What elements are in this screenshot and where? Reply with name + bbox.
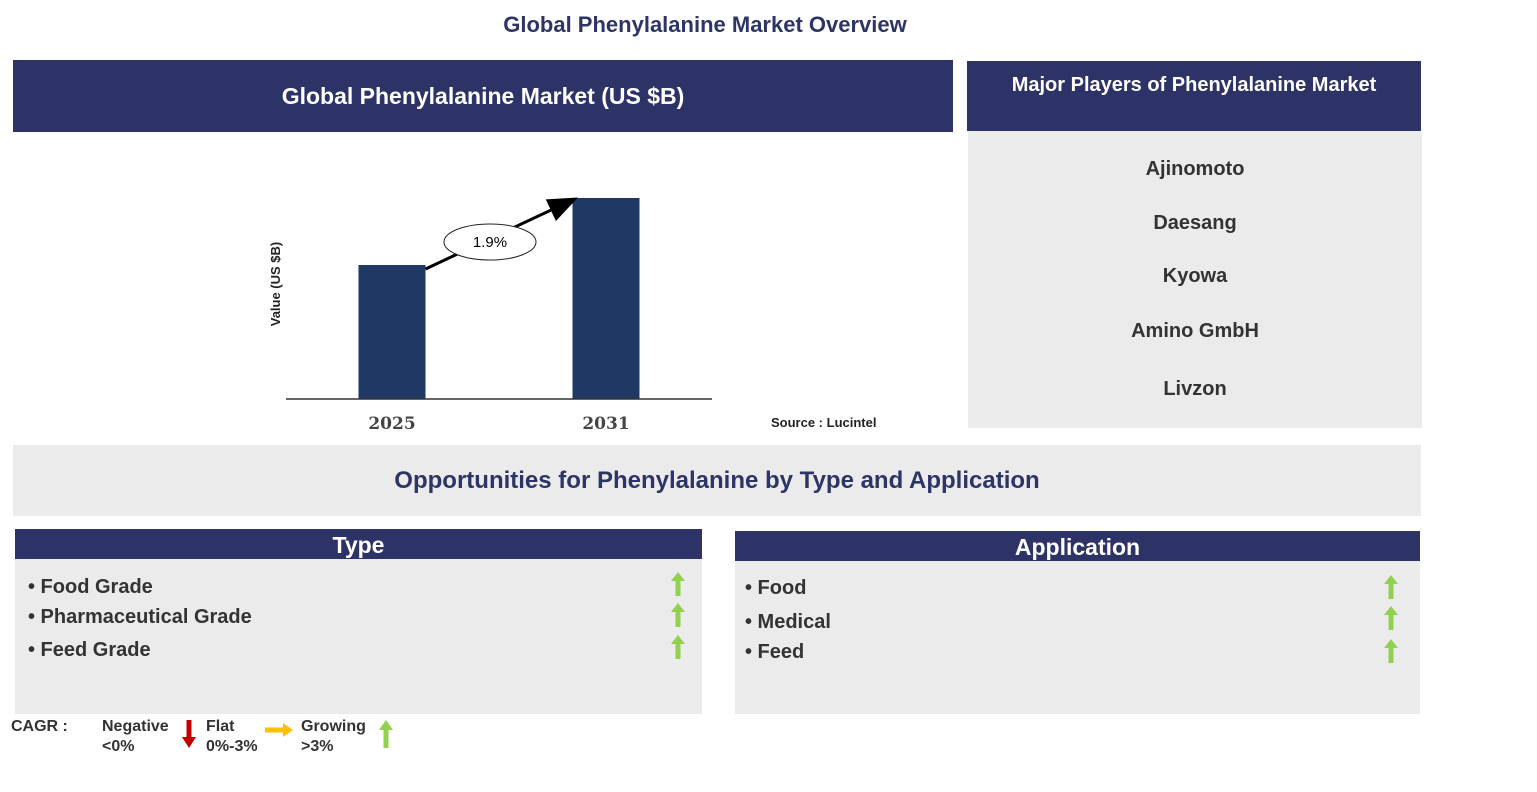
right-arrow-icon [265,723,293,737]
application-item: • Food [745,577,807,599]
legend-cagr-label: CAGR : [11,718,68,735]
cagr-ellipse [443,223,537,261]
y-axis-label: Value (US $B) [268,242,283,327]
legend-flat-label: Flat [206,718,235,735]
bar-2025 [358,265,426,399]
player-item: Daesang [1153,212,1237,234]
up-arrow-icon [1384,606,1398,630]
x-tick-label: 2025 [368,414,415,434]
legend-negative-label: Negative [102,718,169,735]
source-note: Source : Lucintel [771,415,877,430]
bar-2031 [572,198,640,399]
type-item: • Pharmaceutical Grade [28,606,252,628]
up-arrow-icon [1384,639,1398,663]
application-item: • Medical [745,611,831,633]
type-segment-title: Type [15,529,702,559]
application-segment-panel: Application • Food • Medical • Feed [735,531,1420,714]
chart-header: Global Phenylalanine Market (US $B) [13,60,953,132]
page-title: Global Phenylalanine Market Overview [503,12,907,37]
up-arrow-icon [379,720,393,748]
market-bar-chart: 2025 2031 1.9% Value (US $B) [268,197,712,434]
type-segment-panel: Type • Food Grade • Pharmaceutical Grade… [15,529,702,714]
up-arrow-icon [671,603,685,627]
application-item: • Feed [745,641,805,663]
x-tick-label: 2031 [582,414,629,434]
legend-negative-range: <0% [102,738,135,755]
type-item: • Food Grade [28,576,153,598]
player-item: Kyowa [1162,265,1228,287]
type-item: • Feed Grade [28,639,151,661]
cagr-label: 1.9% [473,234,507,251]
up-arrow-icon [671,572,685,596]
players-list: Ajinomoto Daesang Kyowa Amino GmbH Livzo… [968,131,1422,428]
player-item: Livzon [1163,378,1227,400]
application-segment-title: Application [735,531,1420,561]
legend-growing-label: Growing [301,718,366,735]
players-header: Major Players of Phenylalanine Market [967,61,1421,131]
player-item: Ajinomoto [1145,158,1245,180]
down-arrow-icon [182,720,196,748]
opportunities-title: Opportunities for Phenylalanine by Type … [13,445,1421,516]
up-arrow-icon [671,635,685,659]
legend-flat-range: 0%-3% [206,738,258,755]
player-item: Amino GmbH [1131,320,1259,342]
up-arrow-icon [1384,575,1398,599]
legend-growing-range: >3% [301,738,334,755]
